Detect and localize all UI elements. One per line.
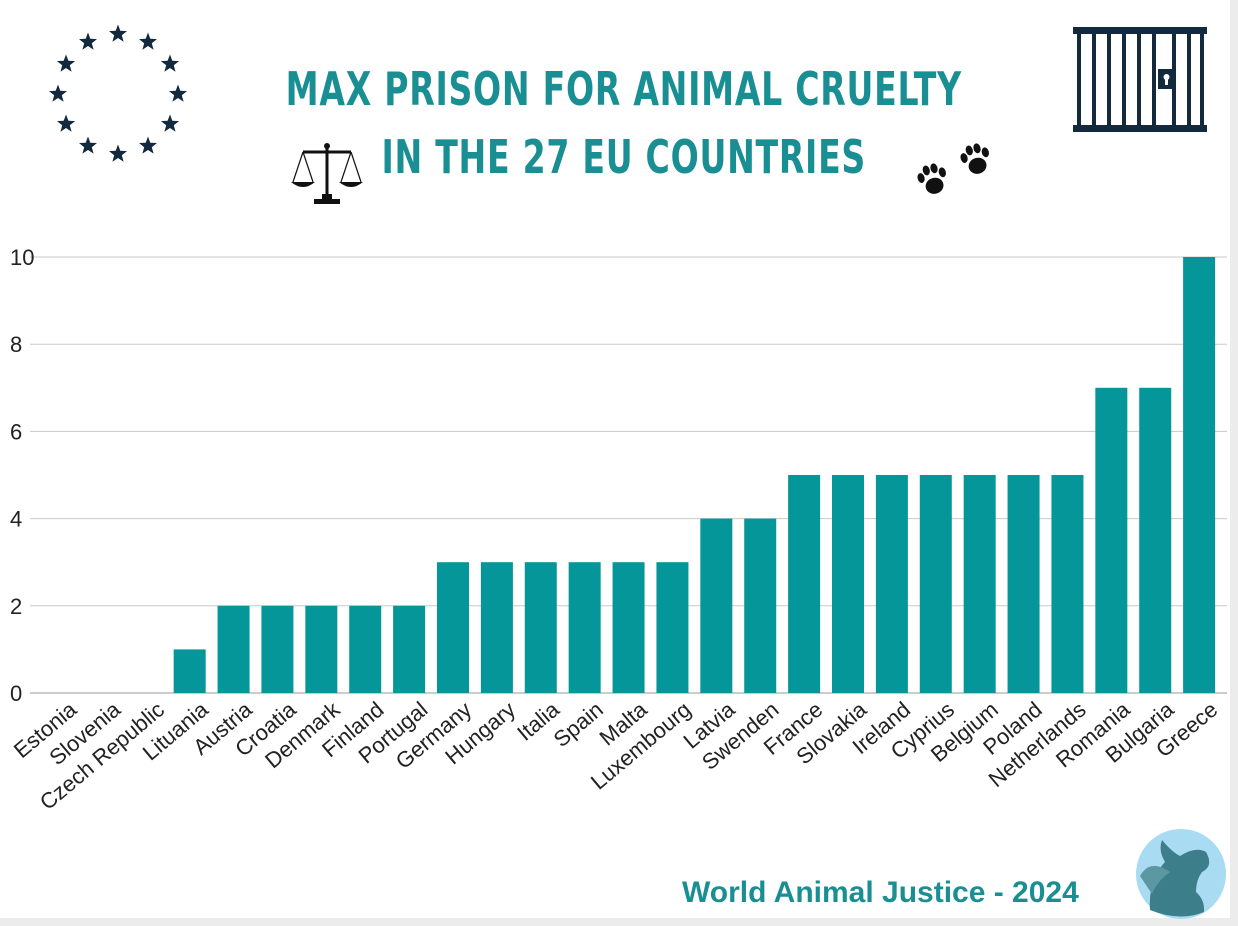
star-icon <box>169 84 187 102</box>
bar <box>524 562 557 693</box>
y-tick-label: 0 <box>10 681 22 706</box>
bar <box>832 475 864 693</box>
bar <box>480 562 513 693</box>
bar <box>1007 475 1040 693</box>
scales-of-justice-icon <box>291 143 363 204</box>
star-icon <box>57 114 76 132</box>
star-icon <box>79 136 97 154</box>
star-icon <box>79 32 97 50</box>
eu-stars-icon <box>49 24 187 162</box>
bar <box>261 605 294 693</box>
bar <box>305 605 338 693</box>
prison-bars-icon <box>1073 27 1207 132</box>
bar <box>963 475 996 693</box>
y-tick-label: 8 <box>10 332 22 357</box>
star-icon <box>57 54 76 72</box>
chart-title-line-2: IN THE 27 EU COUNTRIES <box>381 130 867 184</box>
bar <box>612 562 645 693</box>
bar <box>919 475 952 693</box>
y-axis-ticks: 0 2 4 6 8 10 <box>10 245 34 706</box>
star-icon <box>49 84 67 102</box>
star-icon <box>139 32 157 50</box>
y-tick-label: 4 <box>10 507 22 532</box>
bar <box>393 605 426 693</box>
y-tick-label: 2 <box>10 594 22 619</box>
bar <box>1139 387 1172 693</box>
bar <box>173 649 206 693</box>
bar <box>217 605 250 693</box>
bar <box>656 562 689 693</box>
bar <box>349 605 382 693</box>
star-icon <box>160 54 179 72</box>
bar <box>1051 475 1084 693</box>
bar <box>744 518 777 693</box>
y-tick-label: 10 <box>10 245 34 270</box>
x-tick-label: Spain <box>549 697 608 752</box>
bar <box>700 518 733 693</box>
paw-prints-icon <box>917 143 989 194</box>
star-icon <box>109 144 127 162</box>
bars <box>173 257 1216 693</box>
chart-title-line-1: MAX PRISON FOR ANIMAL CRUELTY <box>285 62 962 116</box>
star-icon <box>160 114 179 132</box>
footer-credit: World Animal Justice - 2024 <box>682 876 1079 909</box>
bar <box>437 562 469 693</box>
y-tick-label: 6 <box>10 419 22 444</box>
bar <box>788 475 821 693</box>
bar <box>568 562 601 693</box>
bar <box>875 475 908 693</box>
bar <box>1183 257 1216 693</box>
star-icon <box>139 136 157 154</box>
star-icon <box>109 24 127 42</box>
bar <box>1095 387 1128 693</box>
pegasus-logo-icon <box>1136 829 1226 919</box>
